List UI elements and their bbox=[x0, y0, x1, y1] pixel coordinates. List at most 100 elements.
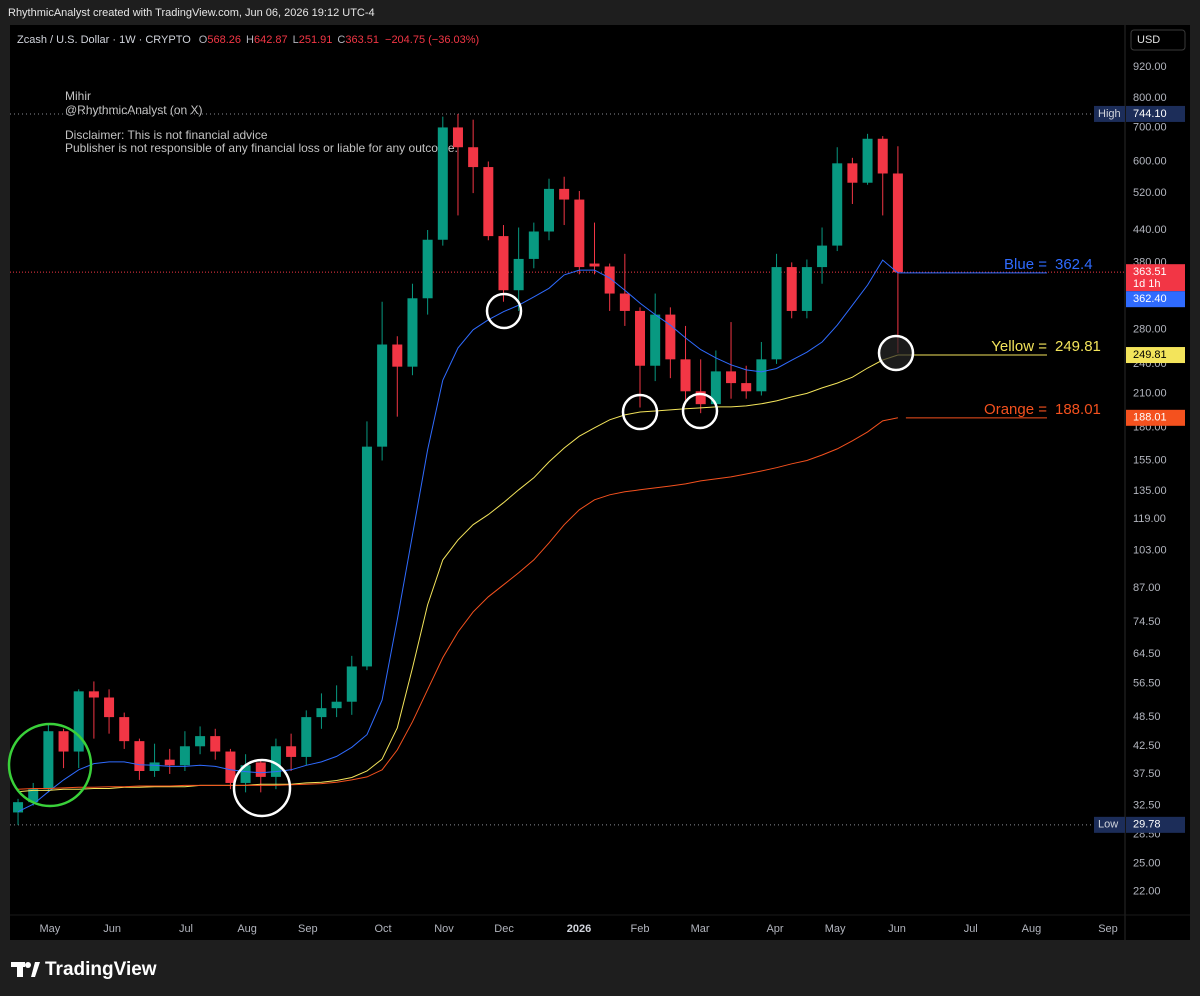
y-tick-label: 280.00 bbox=[1133, 324, 1167, 336]
x-tick-label: 2026 bbox=[567, 923, 591, 935]
chart-panel bbox=[10, 25, 1190, 940]
brand: TradingView bbox=[45, 959, 157, 980]
y-tick-label: 600.00 bbox=[1133, 155, 1167, 167]
candle-body bbox=[210, 736, 221, 752]
candle-body bbox=[407, 298, 418, 367]
candle-body bbox=[240, 765, 251, 783]
ohlc-value: 568.26 bbox=[207, 34, 241, 46]
candle-body bbox=[635, 310, 646, 366]
highlight-circle bbox=[877, 334, 915, 372]
ma-price-tag bbox=[1126, 291, 1185, 308]
highlight-circles bbox=[7, 292, 915, 818]
y-tick-label: 135.00 bbox=[1133, 485, 1167, 497]
y-tick-label: 700.00 bbox=[1133, 121, 1167, 133]
candle-body bbox=[665, 314, 676, 360]
candle-body bbox=[164, 759, 175, 766]
x-tick-label: Jun bbox=[103, 923, 121, 935]
ma-price-tag bbox=[1126, 409, 1185, 426]
candle-body bbox=[452, 127, 463, 148]
x-tick-label: Aug bbox=[1022, 923, 1042, 935]
candle-body bbox=[513, 258, 524, 291]
candle-body bbox=[149, 762, 160, 772]
x-tick-label: Sep bbox=[1098, 923, 1118, 935]
ma-label-name: Blue = bbox=[1004, 256, 1047, 273]
marker-value: 744.10 bbox=[1133, 108, 1167, 120]
y-tick-label: 800.00 bbox=[1133, 92, 1167, 104]
x-tick-label: May bbox=[40, 923, 61, 935]
currency-button[interactable] bbox=[1130, 29, 1186, 51]
candle-body bbox=[604, 266, 615, 294]
candle-body bbox=[695, 391, 706, 405]
logo-part bbox=[25, 962, 31, 968]
ma-label-value: 362.4 bbox=[1055, 256, 1093, 273]
change: −204.75 (−36.03%) bbox=[385, 34, 479, 46]
candle-body bbox=[801, 267, 812, 311]
plot-layer: 920.00800.00700.00600.00520.00440.00380.… bbox=[10, 61, 1185, 935]
x-tick-label: Dec bbox=[494, 923, 514, 935]
candle-body bbox=[346, 666, 357, 702]
y-tick-label: 22.00 bbox=[1133, 886, 1161, 898]
y-tick-label: 48.50 bbox=[1133, 711, 1161, 723]
attribution: RhythmicAnalyst created with TradingView… bbox=[8, 7, 375, 19]
x-tick-label: Jul bbox=[179, 923, 193, 935]
y-tick-label: 87.00 bbox=[1133, 582, 1161, 594]
candle-body bbox=[574, 199, 585, 268]
x-tick-label: Aug bbox=[237, 923, 257, 935]
highlight-circle bbox=[7, 722, 93, 808]
x-tick-label: Jul bbox=[964, 923, 978, 935]
y-tick-label: 25.00 bbox=[1133, 857, 1161, 869]
y-tick-label: 155.00 bbox=[1133, 454, 1167, 466]
candle-body bbox=[726, 371, 737, 384]
candle-body bbox=[255, 762, 266, 777]
candle-body bbox=[877, 138, 888, 174]
annotation: Publisher is not responsible of any fina… bbox=[65, 141, 458, 155]
logo-part bbox=[17, 962, 23, 977]
y-tick-label: 42.50 bbox=[1133, 740, 1161, 752]
ohlc-value: 363.51 bbox=[345, 34, 379, 46]
ma-label-name: Orange = bbox=[984, 401, 1047, 418]
candle-body bbox=[422, 239, 433, 299]
candle-body bbox=[437, 127, 448, 240]
candle-body bbox=[589, 263, 600, 267]
marker-tag bbox=[1126, 105, 1185, 122]
annotation: Disclaimer: This is not financial advice bbox=[65, 128, 268, 142]
candle-body bbox=[771, 267, 782, 360]
candle-body bbox=[543, 188, 554, 232]
ohlc-letter: L bbox=[293, 34, 299, 46]
ma-line bbox=[17, 354, 899, 793]
annotation: @RhythmicAnalyst (on X) bbox=[65, 103, 203, 117]
countdown: 1d 1h bbox=[1133, 278, 1161, 290]
candle-body bbox=[28, 789, 39, 803]
candle-body bbox=[756, 359, 767, 392]
candle-body bbox=[650, 314, 661, 366]
ma-label-name: Yellow = bbox=[991, 338, 1047, 355]
candle-body bbox=[528, 231, 539, 259]
candle-body bbox=[73, 691, 84, 752]
marker-tag bbox=[1126, 816, 1185, 833]
candle-body bbox=[741, 383, 752, 392]
candle-body bbox=[331, 701, 342, 709]
symbol: Zcash / U.S. Dollar · 1W · CRYPTO bbox=[17, 34, 191, 46]
candle-body bbox=[680, 359, 691, 392]
candle-body bbox=[786, 267, 797, 311]
y-tick-label: 64.50 bbox=[1133, 648, 1161, 660]
ma-line bbox=[17, 417, 898, 790]
marker-tag bbox=[1094, 816, 1125, 833]
ma-line bbox=[17, 259, 899, 813]
candle-body bbox=[847, 163, 858, 183]
ma-price: 249.81 bbox=[1133, 349, 1167, 361]
candle-body bbox=[179, 746, 190, 766]
candle-body bbox=[270, 746, 281, 777]
candle-body bbox=[559, 188, 570, 200]
ohlc-value: 642.87 bbox=[254, 34, 288, 46]
ohlc-value: 251.91 bbox=[299, 34, 333, 46]
x-tick-label: Apr bbox=[766, 923, 783, 935]
candle-body bbox=[58, 731, 69, 752]
currency[interactable]: USD bbox=[1137, 34, 1160, 46]
candle-body bbox=[468, 147, 479, 168]
y-tick-label: 56.50 bbox=[1133, 677, 1161, 689]
y-tick-label: 440.00 bbox=[1133, 224, 1167, 236]
y-tick-label: 210.00 bbox=[1133, 387, 1167, 399]
brand-logo bbox=[11, 962, 40, 977]
highlight-circle bbox=[621, 393, 659, 431]
